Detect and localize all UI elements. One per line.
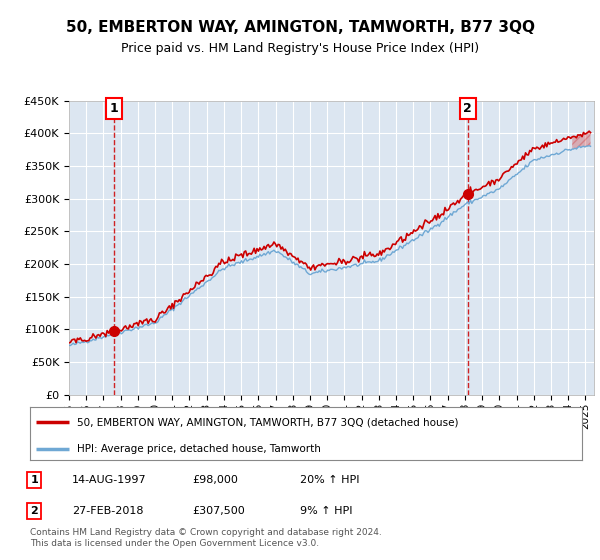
Text: Contains HM Land Registry data © Crown copyright and database right 2024.
This d: Contains HM Land Registry data © Crown c… — [30, 528, 382, 548]
Text: 2: 2 — [31, 506, 38, 516]
Text: 1: 1 — [110, 102, 118, 115]
Text: £307,500: £307,500 — [192, 506, 245, 516]
Text: 27-FEB-2018: 27-FEB-2018 — [72, 506, 143, 516]
Text: 1: 1 — [31, 475, 38, 485]
Text: 14-AUG-1997: 14-AUG-1997 — [72, 475, 146, 485]
Text: 20% ↑ HPI: 20% ↑ HPI — [300, 475, 359, 485]
Text: 2: 2 — [463, 102, 472, 115]
Text: HPI: Average price, detached house, Tamworth: HPI: Average price, detached house, Tamw… — [77, 444, 321, 454]
Text: 50, EMBERTON WAY, AMINGTON, TAMWORTH, B77 3QQ (detached house): 50, EMBERTON WAY, AMINGTON, TAMWORTH, B7… — [77, 417, 458, 427]
Text: 50, EMBERTON WAY, AMINGTON, TAMWORTH, B77 3QQ: 50, EMBERTON WAY, AMINGTON, TAMWORTH, B7… — [65, 20, 535, 35]
Text: Price paid vs. HM Land Registry's House Price Index (HPI): Price paid vs. HM Land Registry's House … — [121, 42, 479, 55]
Text: 9% ↑ HPI: 9% ↑ HPI — [300, 506, 353, 516]
Text: £98,000: £98,000 — [192, 475, 238, 485]
